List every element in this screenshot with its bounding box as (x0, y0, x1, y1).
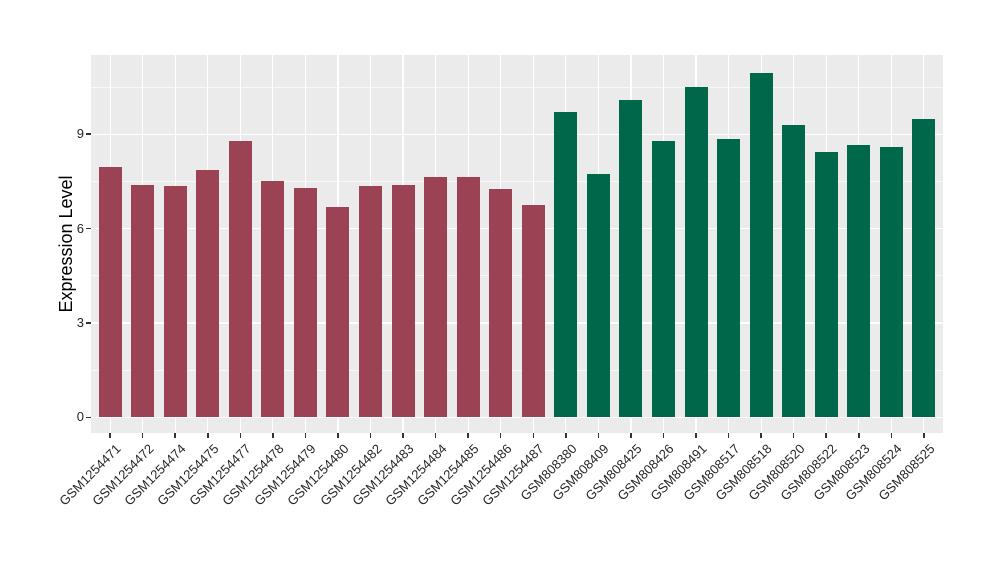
y-tick-label: 3 (76, 314, 84, 330)
major-gridline (91, 227, 943, 230)
y-tick-mark (85, 227, 91, 230)
x-tick-mark (239, 433, 242, 438)
y-tick-mark (85, 416, 91, 419)
bar-GSM1254485 (456, 176, 480, 418)
x-tick-mark (565, 433, 567, 438)
bar-GSM1254486 (489, 189, 513, 418)
bar-GSM808522 (814, 151, 838, 418)
bar-GSM808518 (749, 72, 773, 418)
minor-gridline (91, 369, 943, 371)
y-tick-label: 0 (76, 409, 84, 425)
x-tick-mark (923, 433, 925, 438)
x-tick-mark (337, 433, 339, 438)
y-tick-label: 9 (76, 126, 84, 142)
x-tick-mark (174, 433, 176, 438)
x-tick-mark (630, 433, 632, 438)
x-tick-mark (141, 433, 144, 438)
minor-gridline (91, 275, 943, 277)
x-tick-mark (858, 433, 860, 438)
x-tick-mark (304, 433, 307, 438)
x-tick-mark (727, 433, 730, 438)
bar-GSM1254472 (131, 184, 155, 418)
minor-gridline (91, 180, 943, 182)
bar-GSM808524 (879, 146, 903, 418)
x-tick-mark (109, 433, 111, 438)
bar-GSM1254479 (293, 187, 317, 418)
x-tick-mark (695, 433, 697, 438)
bar-GSM808491 (684, 87, 708, 418)
x-tick-mark (499, 433, 502, 438)
bar-GSM1254484 (424, 176, 448, 418)
bar-GSM808520 (782, 124, 806, 418)
bar-GSM1254477 (228, 140, 252, 418)
bar-GSM1254474 (163, 186, 187, 418)
bar-GSM808426 (651, 140, 675, 418)
x-tick-mark (369, 433, 372, 438)
major-gridline (91, 133, 943, 135)
y-tick-label: 6 (76, 220, 84, 236)
x-tick-mark (402, 433, 404, 438)
x-tick-mark (760, 433, 762, 438)
x-tick-mark (532, 433, 535, 438)
y-tick-mark (85, 322, 91, 324)
bar-GSM808409 (586, 173, 610, 418)
bar-GSM1254475 (196, 170, 220, 418)
major-gridline (91, 416, 943, 418)
x-tick-mark (825, 433, 827, 438)
x-tick-mark (467, 433, 469, 438)
x-tick-mark (890, 433, 893, 438)
plot-panel (91, 55, 943, 433)
x-tick-mark (207, 433, 209, 438)
major-gridline (91, 322, 943, 324)
bar-GSM1254482 (359, 186, 383, 418)
x-tick-mark (434, 433, 437, 438)
bar-GSM808380 (554, 112, 578, 418)
bar-GSM1254487 (521, 205, 545, 418)
bar-GSM1254483 (391, 184, 415, 418)
bar-GSM808525 (912, 118, 936, 418)
bar-GSM1254478 (261, 181, 285, 418)
y-tick-mark (85, 133, 91, 135)
x-tick-mark (272, 433, 274, 438)
minor-gridline (91, 86, 943, 88)
bar-GSM808523 (847, 145, 871, 418)
x-tick-mark (597, 433, 600, 438)
x-tick-mark (662, 433, 665, 438)
bar-GSM808425 (619, 99, 643, 418)
bar-GSM808517 (717, 138, 741, 418)
bar-GSM1254480 (326, 206, 350, 418)
x-tick-mark (792, 433, 795, 438)
bar-GSM1254471 (98, 167, 122, 418)
